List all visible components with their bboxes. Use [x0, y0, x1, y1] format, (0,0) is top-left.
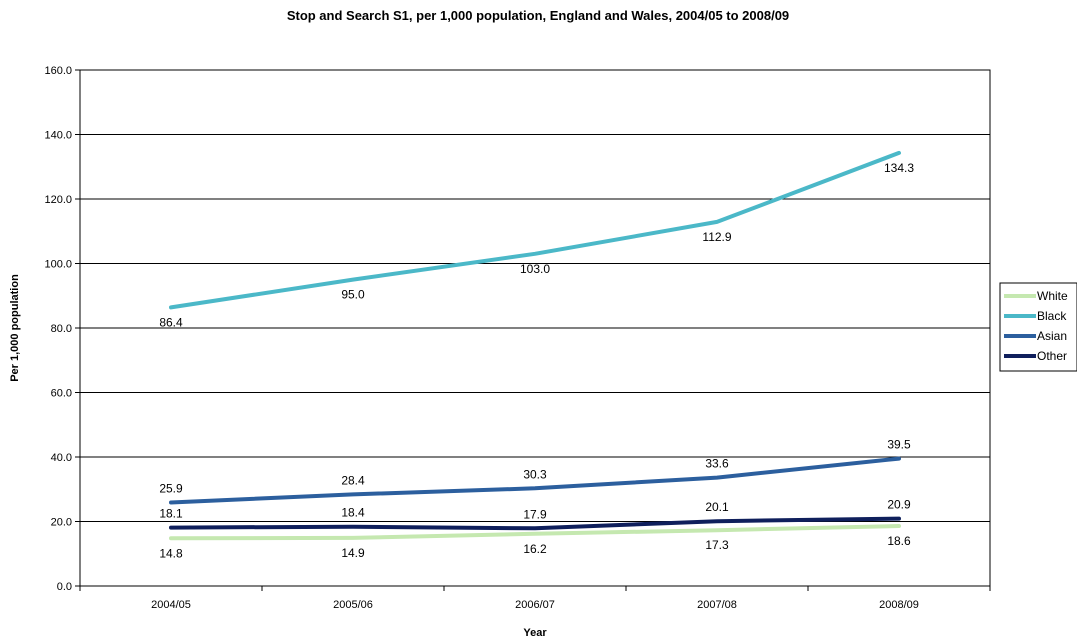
y-tick-label: 40.0 [51, 452, 72, 464]
data-label-white: 16.2 [523, 542, 547, 556]
gridlines [80, 134, 990, 522]
x-tick-label: 2008/09 [879, 599, 919, 611]
y-tick-label: 0.0 [57, 581, 72, 593]
data-labels: 14.8 14.9 16.2 17.3 18.6 86.4 95.0 103.0 112.9 13… [159, 161, 914, 560]
data-label-black: 112.9 [702, 230, 731, 244]
x-tick-label: 2005/06 [333, 599, 373, 611]
legend-label-asian: Asian [1037, 329, 1067, 343]
x-tick-label: 2007/08 [697, 599, 737, 611]
x-tick-label: 2006/07 [515, 599, 555, 611]
legend-label-other: Other [1037, 349, 1067, 363]
legend-label-white: White [1037, 289, 1068, 303]
series-line-asian [169, 456, 901, 505]
y-tick-label: 120.0 [44, 194, 72, 206]
y-tick-label: 20.0 [51, 517, 72, 529]
x-tick-label: 2004/05 [151, 599, 191, 611]
data-label-black: 95.0 [341, 288, 365, 302]
x-axis-title: Year [523, 627, 547, 639]
axes: 0.0 20.0 40.0 60.0 80.0 100.0 120.0 140.0 160.0 2… [44, 65, 991, 611]
series-line-other [169, 516, 901, 531]
data-label-other: 20.9 [887, 498, 911, 512]
data-label-white: 14.8 [159, 546, 183, 560]
data-label-asian: 33.6 [705, 457, 729, 471]
data-label-asian: 39.5 [887, 438, 911, 452]
legend-label-black: Black [1037, 309, 1067, 323]
data-label-white: 18.6 [887, 534, 911, 548]
data-label-asian: 28.4 [341, 473, 365, 487]
data-label-other: 18.4 [341, 506, 365, 520]
y-tick-label: 60.0 [51, 388, 72, 400]
y-tick-label: 80.0 [51, 323, 72, 335]
y-axis-title: Per 1,000 population [9, 274, 21, 382]
data-label-white: 14.9 [341, 546, 365, 560]
data-label-black: 103.0 [520, 262, 550, 276]
data-label-asian: 25.9 [159, 481, 183, 495]
data-label-other: 20.1 [705, 500, 729, 514]
y-tick-label: 140.0 [44, 130, 72, 142]
data-label-white: 17.3 [705, 538, 729, 552]
series-line-black [169, 150, 901, 310]
legend: White Black Asian Other [999, 282, 1077, 372]
y-tick-label: 160.0 [44, 65, 72, 77]
data-label-black: 86.4 [159, 315, 183, 329]
data-label-other: 17.9 [523, 507, 547, 521]
chart-title: Stop and Search S1, per 1,000 population… [287, 8, 789, 23]
data-label-black: 134.3 [884, 161, 914, 175]
data-label-other: 18.1 [159, 507, 183, 521]
series-line-white [169, 524, 901, 541]
y-tick-label: 100.0 [44, 259, 72, 271]
data-label-asian: 30.3 [523, 467, 547, 481]
series-lines [169, 150, 901, 541]
